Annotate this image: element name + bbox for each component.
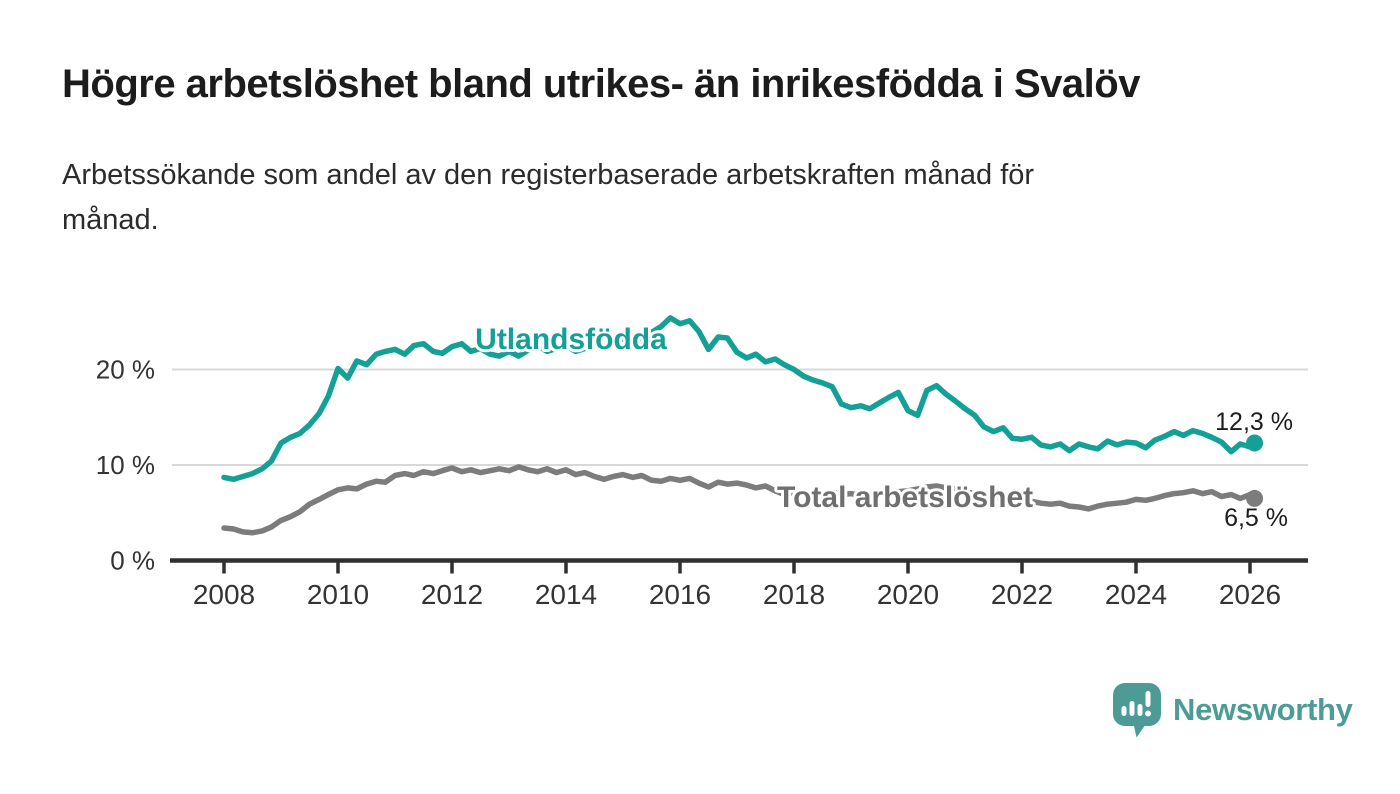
x-tick-label-2014: 2014 [535,579,597,610]
newsworthy-logo-text: Newsworthy [1173,692,1353,727]
page-title: Högre arbetslöshet bland utrikes- än inr… [62,62,1140,106]
newsworthy-logo-icon [1113,683,1161,738]
x-tick-label-2012: 2012 [421,579,483,610]
x-tick-label-2020: 2020 [877,579,939,610]
x-tick-label-2018: 2018 [763,579,825,610]
total-arbetsloshet-value-label: 6,5 % [1224,504,1288,532]
bar-1 [1121,706,1127,716]
utlandsfodda-end-dot [1246,434,1264,452]
page-subtitle: Arbetssökande som andel av den registerb… [62,153,1034,243]
utlandsfodda-line [221,315,1258,483]
utlandsfodda-value-label: 12,3 % [1215,408,1293,436]
total-arbetsloshet-end-dot [1246,489,1264,507]
speech-bubble-shape [1113,683,1161,738]
subtitle-line-1: Arbetssökande som andel av den registerb… [62,159,1035,191]
y-tick-label-20: 20 % [96,355,155,385]
subtitle-line-2: månad. [62,203,159,236]
exclamation-bar [1145,691,1151,707]
x-tick-label-2026: 2026 [1219,579,1281,610]
x-tick-label-2022: 2022 [991,579,1053,610]
x-tick-label-2008: 2008 [193,579,255,610]
x-tick-label-2016: 2016 [649,579,711,610]
total-arbetsloshet-series-label: Total arbetslöshet [777,481,1033,514]
x-tick-label-2010: 2010 [307,579,369,610]
exclamation-dot [1145,710,1151,717]
y-tick-label-10: 10 % [96,450,155,480]
bar-3 [1137,704,1143,716]
utlandsfodda-series-label: Utlandsfödda [475,323,667,356]
total-arbetsloshet-line [221,464,1258,536]
x-tick-label-2024: 2024 [1105,579,1167,610]
newsworthy-branding: Newsworthy [1112,682,1353,738]
y-tick-label-0: 0 % [110,546,155,576]
bar-2 [1129,701,1135,716]
